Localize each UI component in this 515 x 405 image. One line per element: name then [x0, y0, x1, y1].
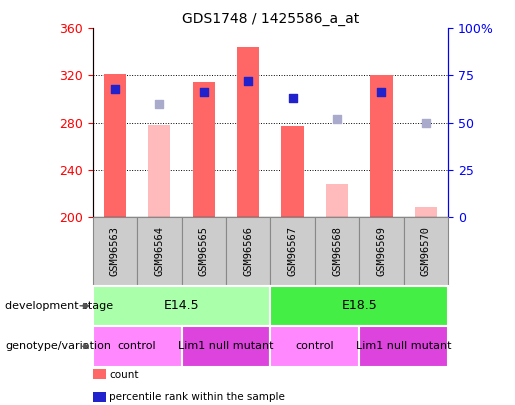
Bar — [282, 126, 304, 217]
Bar — [359, 326, 448, 367]
Point — [333, 115, 341, 122]
Text: control: control — [296, 341, 334, 351]
Bar — [181, 326, 270, 367]
Text: GSM96568: GSM96568 — [332, 226, 342, 276]
Text: development stage: development stage — [5, 301, 113, 311]
Bar — [137, 217, 181, 286]
Bar — [93, 286, 270, 326]
Title: GDS1748 / 1425586_a_at: GDS1748 / 1425586_a_at — [182, 12, 359, 26]
Bar — [359, 217, 404, 286]
Bar — [326, 184, 348, 217]
Text: Lim1 null mutant: Lim1 null mutant — [356, 341, 451, 351]
Point — [377, 89, 386, 96]
Bar — [193, 83, 215, 217]
Point — [155, 100, 163, 107]
Text: count: count — [109, 370, 139, 379]
Bar — [93, 326, 181, 367]
Bar — [270, 286, 448, 326]
Bar — [226, 217, 270, 286]
Text: percentile rank within the sample: percentile rank within the sample — [109, 392, 285, 402]
Bar — [93, 217, 137, 286]
Bar — [370, 75, 392, 217]
Point — [422, 119, 430, 126]
Bar — [181, 217, 226, 286]
Bar — [237, 47, 259, 217]
Text: E14.5: E14.5 — [164, 299, 199, 312]
Text: control: control — [118, 341, 157, 351]
Text: GSM96563: GSM96563 — [110, 226, 120, 276]
Text: E18.5: E18.5 — [341, 299, 377, 312]
Point — [111, 85, 119, 92]
Text: Lim1 null mutant: Lim1 null mutant — [178, 341, 273, 351]
Bar — [415, 207, 437, 217]
Point — [288, 95, 297, 101]
Bar — [104, 74, 126, 217]
Bar — [270, 326, 359, 367]
Text: GSM96569: GSM96569 — [376, 226, 386, 276]
Text: GSM96567: GSM96567 — [287, 226, 298, 276]
Text: genotype/variation: genotype/variation — [5, 341, 111, 351]
Bar — [270, 217, 315, 286]
Text: GSM96570: GSM96570 — [421, 226, 431, 276]
Point — [244, 78, 252, 84]
Bar — [315, 217, 359, 286]
Text: GSM96566: GSM96566 — [243, 226, 253, 276]
Point — [200, 89, 208, 96]
Text: GSM96564: GSM96564 — [154, 226, 164, 276]
Bar — [404, 217, 448, 286]
Text: GSM96565: GSM96565 — [199, 226, 209, 276]
Bar — [148, 125, 170, 217]
